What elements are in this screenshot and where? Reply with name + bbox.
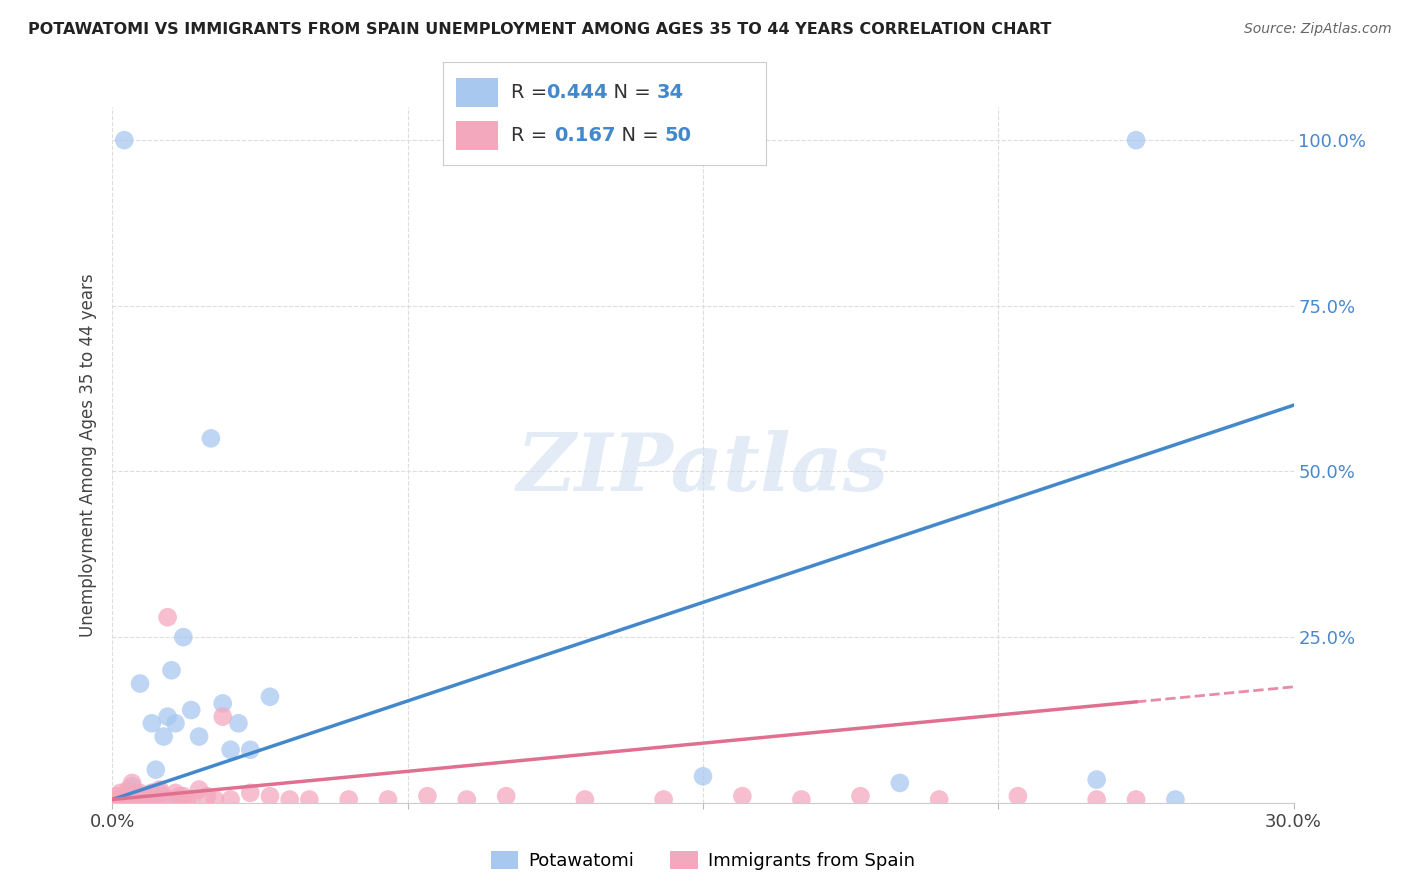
Point [117,782,139,797]
Point [121,776,143,790]
Point [259,789,281,804]
Point [156,709,179,723]
Point [1085,772,1108,787]
Point [1164,792,1187,806]
Text: R =: R = [510,126,560,145]
Point [121,792,143,806]
Text: 34: 34 [657,83,683,102]
Point [121,789,143,804]
Point [574,792,596,806]
Point [172,630,194,644]
Point [211,697,233,711]
Point [298,792,321,806]
Point [1007,789,1029,804]
Text: 50: 50 [665,126,692,145]
Text: N =: N = [602,83,658,102]
Point [141,716,163,731]
Text: POTAWATOMI VS IMMIGRANTS FROM SPAIN UNEMPLOYMENT AMONG AGES 35 TO 44 YEARS CORRE: POTAWATOMI VS IMMIGRANTS FROM SPAIN UNEM… [28,22,1052,37]
Text: N =: N = [609,126,665,145]
Point [110,786,132,800]
Point [110,792,132,806]
Point [416,789,439,804]
Point [889,776,911,790]
Point [204,792,226,806]
Point [132,789,155,804]
Point [652,792,675,806]
Point [160,663,183,677]
Point [112,789,135,804]
Text: Source: ZipAtlas.com: Source: ZipAtlas.com [1244,22,1392,37]
Point [105,792,128,806]
Point [125,786,148,800]
Point [200,431,222,445]
Point [495,789,517,804]
Point [141,786,163,800]
Point [259,690,281,704]
Point [136,792,159,806]
Point [172,789,194,804]
Point [188,782,211,797]
Point [731,789,754,804]
Point [188,730,211,744]
Point [117,792,139,806]
Point [239,786,262,800]
Point [125,789,148,804]
Point [849,789,872,804]
Point [377,792,399,806]
Point [129,786,152,800]
Point [195,789,218,804]
Point [132,792,155,806]
Point [169,792,191,806]
Point [136,792,159,806]
Text: R =: R = [510,83,554,102]
Point [176,792,198,806]
Point [129,676,152,690]
Point [1085,792,1108,806]
Point [239,743,262,757]
Point [219,792,242,806]
Point [149,782,172,797]
Point [152,789,174,804]
Point [180,792,202,806]
Point [169,789,191,804]
Point [121,779,143,793]
Point [278,792,301,806]
Point [125,792,148,806]
Point [165,786,187,800]
Y-axis label: Unemployment Among Ages 35 to 44 years: Unemployment Among Ages 35 to 44 years [79,273,97,637]
Point [156,610,179,624]
Point [129,792,152,806]
Text: 0.167: 0.167 [554,126,616,145]
Point [149,786,172,800]
Bar [456,78,498,106]
Point [1125,792,1147,806]
Point [928,792,950,806]
Point [211,709,233,723]
Point [110,792,132,806]
Point [790,792,813,806]
Point [145,789,167,804]
Point [145,763,167,777]
Point [1125,133,1147,147]
Point [112,792,135,806]
Point [692,769,714,783]
Text: ZIPatlas: ZIPatlas [517,430,889,508]
Point [117,789,139,804]
Point [160,792,183,806]
Text: 0.444: 0.444 [547,83,607,102]
Point [105,789,128,804]
Point [112,789,135,804]
Point [219,743,242,757]
Point [228,716,250,731]
Bar [456,121,498,150]
Point [112,133,135,147]
Point [141,786,163,800]
Point [180,703,202,717]
Point [337,792,360,806]
Point [132,789,155,804]
Point [456,792,478,806]
Point [165,716,187,731]
Legend: Potawatomi, Immigrants from Spain: Potawatomi, Immigrants from Spain [484,844,922,877]
Point [152,730,174,744]
